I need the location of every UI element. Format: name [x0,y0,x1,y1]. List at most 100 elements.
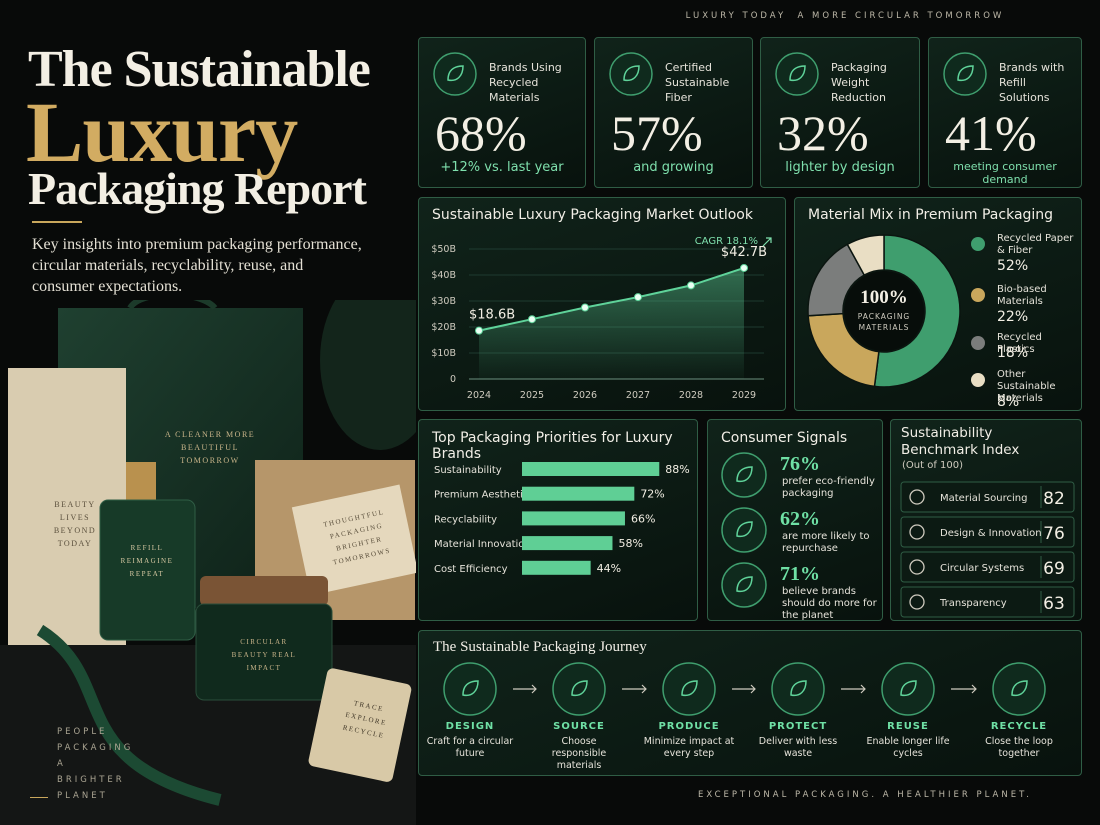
signal-value: 62% [780,508,820,530]
bottle-cap [126,462,156,502]
pie-slice [873,234,961,388]
signal-icon [721,507,767,553]
benchmark-panel: Material Sourcing 82 Design & Innovation 76… [890,419,1082,621]
row-icon [909,524,925,540]
category-label: Material Innovation [434,539,531,550]
center-label: 100% [860,287,908,308]
benchmark-row [900,551,1075,583]
chart-title: Sustainable Luxury Packaging Market Outl… [432,207,753,223]
step-name: RECYCLE [990,721,1048,732]
step-arrow [841,684,866,694]
signal-text: believe brands should do more for the pl… [782,586,877,621]
legend-swatch [971,237,985,251]
step-arrow [513,684,537,694]
category-label: Recyclability [434,514,497,525]
signal-icon [721,562,767,608]
kpi-icon [433,52,477,96]
row-score: 76 [1043,524,1065,544]
benchmark-row [900,516,1075,548]
value-label: 72% [640,488,664,501]
kpi-label: Packaging Weight Reduction [831,61,887,104]
step-icon-glyph [1011,680,1028,697]
row-score: 82 [1043,489,1065,509]
legend-value: 8% [997,394,1020,410]
leaves [320,300,416,450]
legend-value: 52% [997,258,1029,274]
legend-swatch [971,373,985,387]
panel-graphics: 0 $10B $20B $30B $40B $50B 2024 2025 2026 2027 202… [431,236,772,401]
box-text: BEAUTY LIVES BEYOND TODAY [53,500,97,548]
kpi-note: and growing [633,160,714,175]
step-icon [992,662,1046,716]
bar [522,462,660,476]
panel-graphics [721,452,767,608]
pie-hole [844,271,924,351]
panel-graphics [609,52,653,96]
signals-panel: Consumer Signals 76% prefer eco-friendly p… [707,419,883,621]
area [479,267,744,379]
panel-graphics [807,234,985,388]
step-arrow [732,684,756,694]
row-icon [909,489,925,505]
signal-icon [721,452,767,498]
step-name: PRODUCE [658,721,720,732]
kpi-value: 68% [435,105,527,161]
x-tick-label: 2029 [732,390,756,401]
x-tick-label: 2026 [573,390,597,401]
kpi-value: 41% [945,105,1037,161]
caption-rule [30,797,48,798]
chart-title: Material Mix in Premium Packaging [808,207,1054,223]
legend-label: Other Sustainable Materials [997,369,1056,404]
footer: EXCEPTIONAL PACKAGING. A HEALTHIER PLANE… [698,790,1032,800]
step-text: Minimize impact at every step [643,736,735,759]
subtitle: Key insights into premium packaging perf… [32,236,362,295]
pie-chart-panel: Material Mix in Premium Packaging 100% PAC… [794,197,1082,411]
kpi-card: Packaging Weight Reduction 32% lighter by … [760,37,920,188]
step-arrow [951,684,977,694]
benchmark-row [900,586,1075,618]
row-label: Material Sourcing [940,493,1027,504]
y-tick-label: $10B [431,348,456,359]
x-tick-label: 2028 [679,390,703,401]
journey-panel: The Sustainable Packaging Journey DESIGN C… [418,630,1082,776]
benchmark-subtitle: (Out of 100) [902,460,964,471]
step-icon-glyph [571,680,588,697]
legend-label: Bio-based Materials [997,284,1047,307]
step-text: Craft for a circular future [426,736,514,759]
legend-swatch [971,336,985,350]
journey-title: The Sustainable Packaging Journey [433,639,647,655]
kpi-label: Brands with Refill Solutions [999,61,1065,104]
bar-chart-panel: Sustainability 88% Premium Aesthetics 72% Re… [418,419,698,621]
panel-graphics: Sustainability 88% Premium Aesthetics 72% Re… [434,462,690,575]
signal-value: 76% [780,453,820,475]
tag [308,668,412,782]
annotation: CAGR 18.1% [695,236,758,247]
row-label: Circular Systems [940,563,1024,574]
step-text: Close the loop together [985,736,1053,759]
y-tick-label: 0 [450,374,456,385]
y-tick-label: $50B [431,244,456,255]
y-tick-label: $20B [431,322,456,333]
panel-graphics [943,52,987,96]
panel-graphics [775,52,819,96]
title-line3: Packaging Report [28,163,367,214]
step-icon-glyph [681,680,698,697]
row-icon [909,559,925,575]
y-tick-label: $40B [431,270,456,281]
bottle-text: REFILL REIMAGINE REPEAT [120,544,174,578]
kpi-value: 57% [611,105,703,161]
kpi-card: Certified Sustainable Fiber 57% and growin… [594,37,753,188]
step-icon-glyph [790,680,807,697]
kpi-icon-glyph [623,65,640,82]
step-icon [771,662,825,716]
jar-lid [200,576,328,606]
annotation-arrow [762,237,772,247]
category-label: Premium Aesthetics [434,490,534,501]
kpi-note: meeting consumer demand [953,160,1057,186]
step-icon [662,662,716,716]
step-arrow [622,684,647,694]
kpi-value: 32% [777,105,869,161]
bar [522,486,635,501]
line-chart-panel: 0 $10B $20B $30B $40B $50B 2024 2025 2026 2027 202… [418,197,786,411]
kpi-note: +12% vs. last year [440,160,564,175]
